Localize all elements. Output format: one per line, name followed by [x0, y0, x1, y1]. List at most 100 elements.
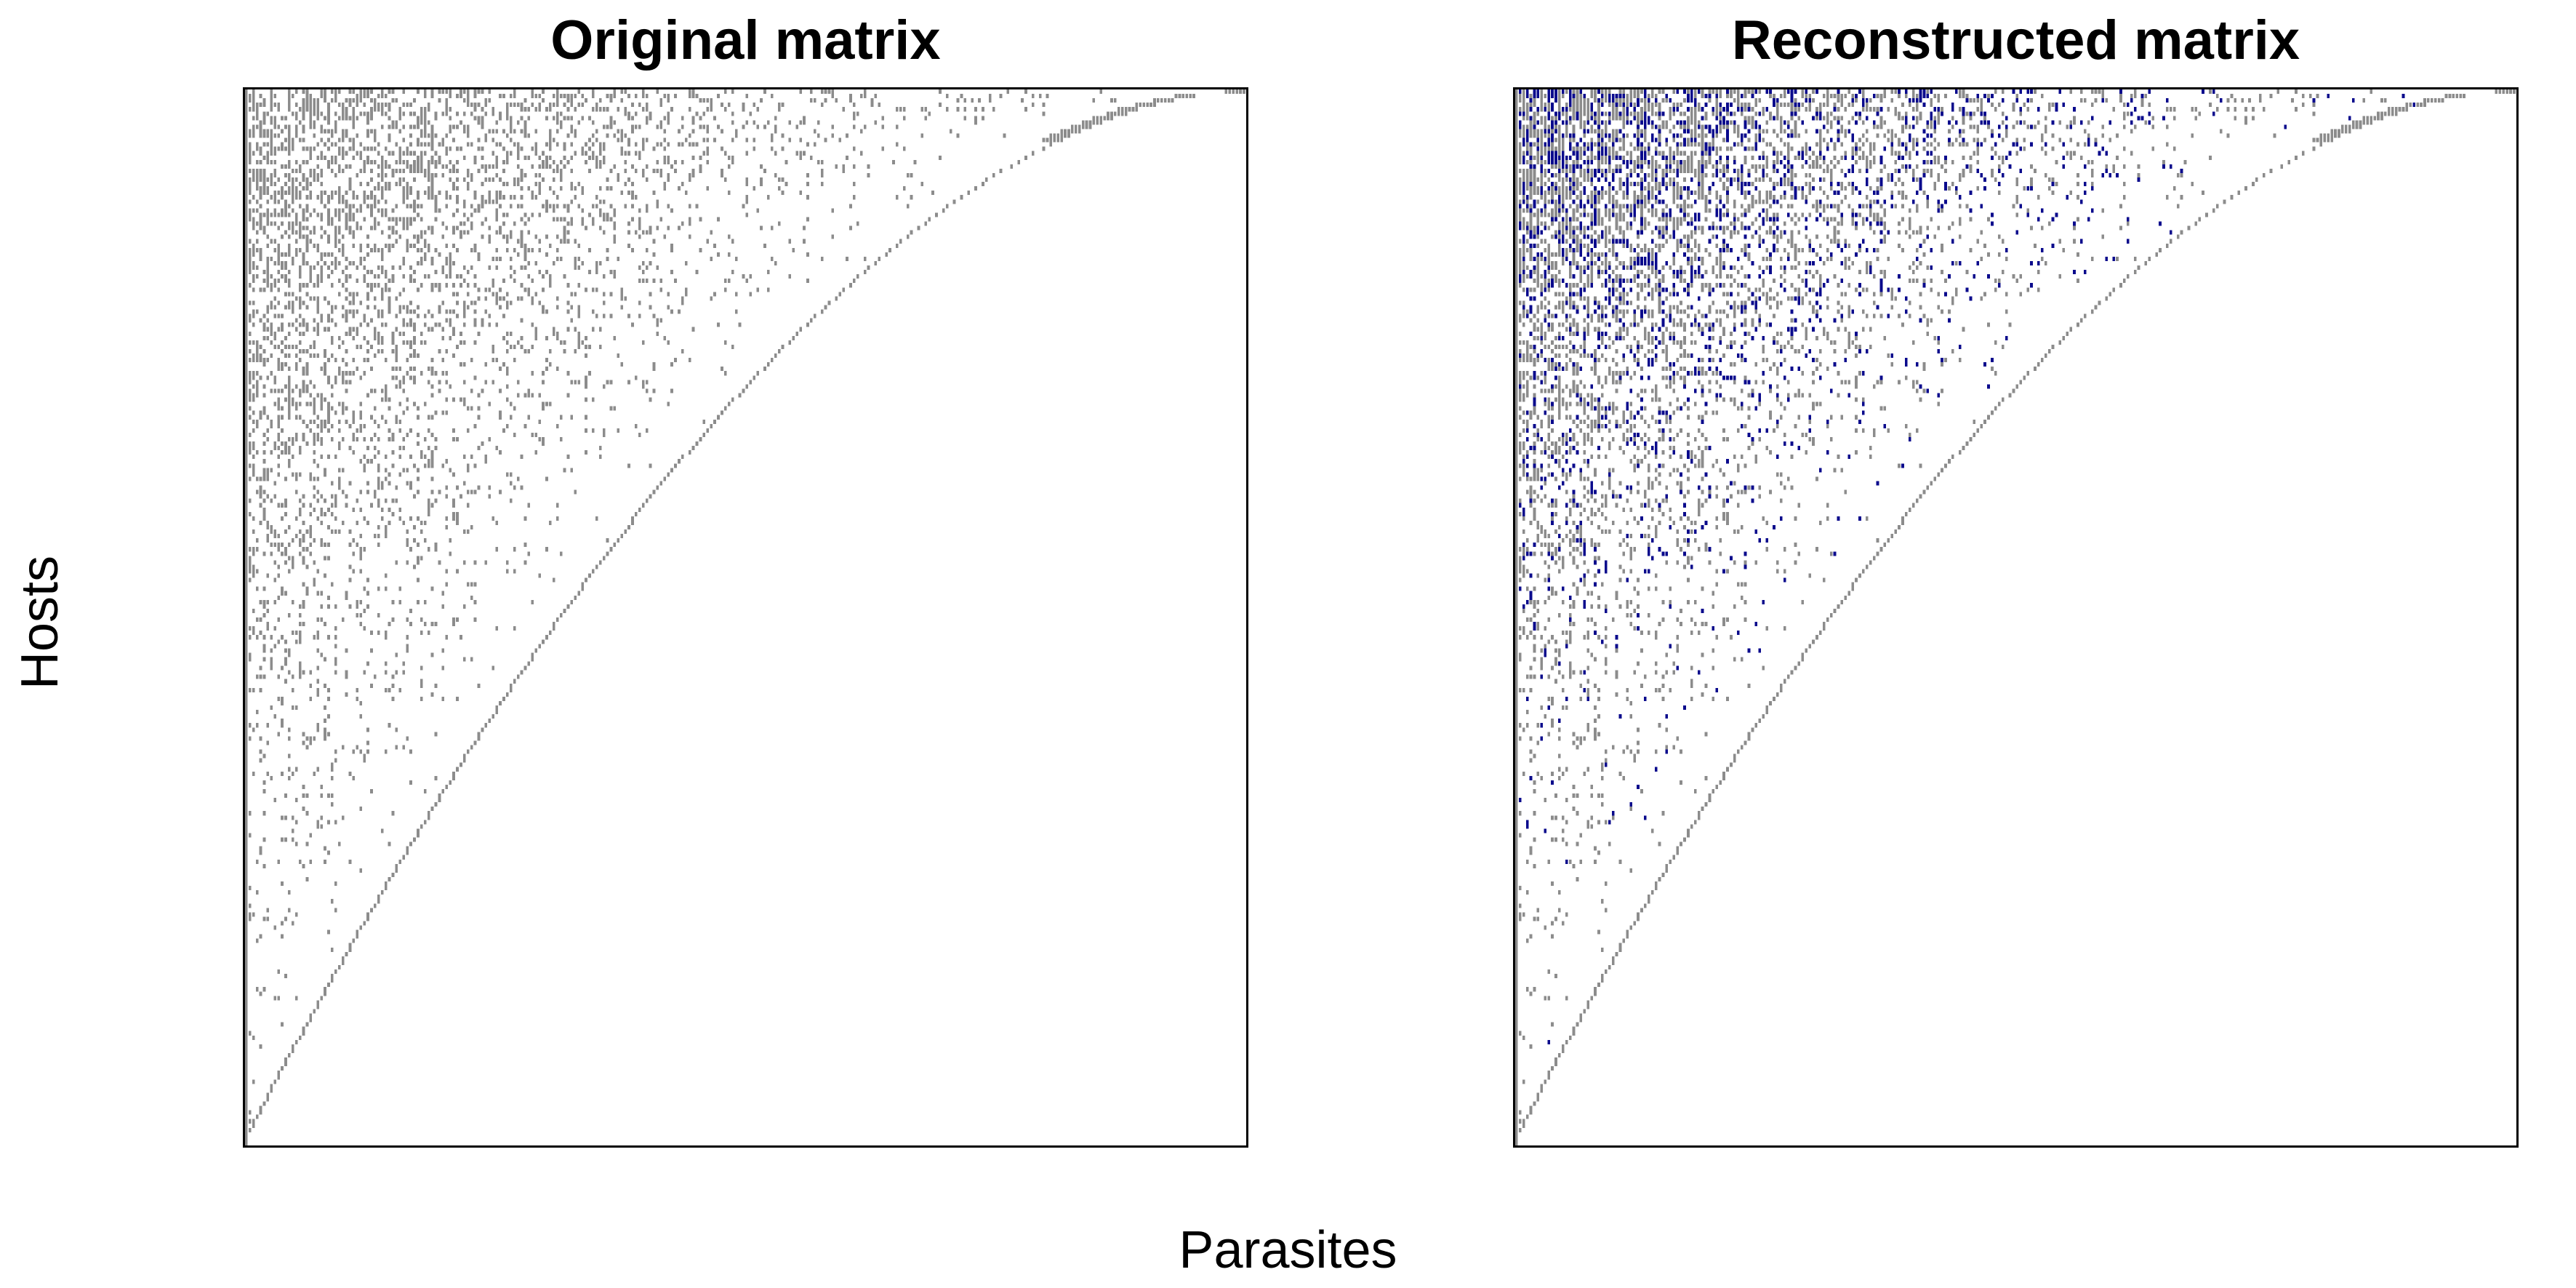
- observed-link-cell: [327, 116, 330, 121]
- observed-link-cell: [294, 631, 298, 636]
- observed-link-cell: [245, 199, 248, 204]
- observed-link-cell: [281, 934, 284, 939]
- observed-link-cell: [534, 260, 538, 265]
- observed-link-cell: [842, 287, 845, 292]
- observed-link-cell: [377, 586, 380, 591]
- observed-link-cell: [527, 551, 531, 556]
- observed-link-cell: [266, 468, 270, 473]
- observed-link-cell: [309, 296, 313, 301]
- observed-link-cell: [420, 283, 423, 288]
- observed-link-cell: [248, 652, 252, 657]
- observed-link-cell: [402, 331, 406, 336]
- observed-link-cell: [395, 353, 398, 359]
- observed-link-cell: [441, 604, 445, 609]
- observed-link-cell: [477, 137, 481, 143]
- observed-link-cell: [531, 279, 534, 284]
- observed-link-cell: [305, 841, 309, 847]
- observed-link-cell: [252, 353, 255, 359]
- observed-link-cell: [1056, 137, 1060, 143]
- observed-link-cell: [820, 89, 824, 95]
- observed-link-cell: [452, 622, 455, 627]
- observed-link-cell: [245, 903, 248, 908]
- observed-link-cell: [1590, 94, 1593, 99]
- observed-link-cell: [370, 683, 373, 688]
- observed-link-cell: [320, 419, 323, 424]
- observed-link-cell: [377, 335, 380, 340]
- observed-link-cell: [555, 204, 559, 209]
- observed-link-cell: [1171, 98, 1174, 103]
- observed-link-cell: [252, 410, 255, 415]
- observed-link-cell: [1758, 129, 1762, 134]
- observed-link-cell: [284, 511, 287, 516]
- observed-link-cell: [523, 155, 527, 160]
- observed-link-cell: [391, 872, 395, 877]
- observed-link-cell: [462, 279, 466, 284]
- observed-link-cell: [305, 247, 309, 252]
- observed-link-cell: [288, 380, 291, 385]
- observed-link-cell: [270, 551, 273, 556]
- observed-link-cell: [509, 230, 513, 235]
- observed-link-cell: [270, 103, 273, 108]
- observed-link-cell: [602, 384, 606, 389]
- observed-link-cell: [1088, 120, 1092, 125]
- observed-link-cell: [388, 305, 391, 310]
- observed-link-cell: [781, 191, 785, 196]
- observed-link-cell: [294, 212, 298, 217]
- observed-link-cell: [1826, 98, 1829, 103]
- observed-link-cell: [1805, 129, 1808, 134]
- observed-link-cell: [456, 767, 459, 772]
- observed-link-cell: [466, 529, 470, 535]
- observed-link-cell: [337, 468, 341, 473]
- observed-link-cell: [266, 1097, 270, 1102]
- observed-link-cell: [2373, 116, 2376, 121]
- observed-link-cell: [552, 622, 555, 627]
- observed-link-cell: [252, 912, 255, 917]
- observed-link-cell: [2133, 124, 2137, 129]
- observed-link-cell: [288, 247, 291, 252]
- observed-link-cell: [270, 212, 273, 217]
- observed-link-cell: [774, 116, 777, 121]
- observed-link-cell: [388, 217, 391, 222]
- observed-link-cell: [924, 221, 928, 226]
- observed-link-cell: [527, 186, 531, 191]
- observed-link-cell: [316, 177, 320, 183]
- observed-link-cell: [255, 353, 259, 359]
- observed-link-cell: [259, 172, 262, 177]
- observed-link-cell: [1898, 111, 1901, 116]
- observed-link-cell: [523, 348, 527, 353]
- observed-link-cell: [1833, 94, 1837, 99]
- observed-link-cell: [363, 423, 366, 428]
- observed-link-cell: [298, 287, 302, 292]
- observed-link-cell: [259, 195, 262, 200]
- observed-link-cell: [245, 1031, 248, 1036]
- observed-link-cell: [402, 151, 406, 156]
- observed-link-cell: [320, 318, 323, 323]
- observed-link-cell: [534, 432, 538, 437]
- observed-link-cell: [456, 569, 459, 574]
- observed-link-cell: [331, 270, 334, 275]
- observed-link-cell: [1515, 124, 1518, 129]
- observed-link-cell: [277, 256, 280, 261]
- observed-link-cell: [427, 507, 430, 512]
- observed-link-cell: [345, 503, 348, 508]
- observed-link-cell: [777, 221, 781, 226]
- observed-link-cell: [380, 124, 384, 129]
- observed-link-cell: [434, 732, 438, 737]
- observed-link-cell: [449, 551, 452, 556]
- observed-link-cell: [320, 815, 323, 820]
- observed-link-cell: [585, 98, 587, 103]
- observed-link-cell: [320, 151, 323, 156]
- observed-link-cell: [273, 344, 277, 349]
- observed-link-cell: [727, 191, 731, 196]
- observed-link-cell: [320, 428, 323, 433]
- observed-link-cell: [298, 635, 302, 640]
- observed-link-cell: [327, 410, 330, 415]
- observed-link-cell: [555, 168, 559, 173]
- observed-link-cell: [245, 991, 248, 996]
- observed-link-cell: [1640, 116, 1643, 121]
- observed-link-cell: [816, 159, 820, 164]
- observed-link-cell: [534, 129, 538, 134]
- observed-link-cell: [316, 498, 320, 503]
- observed-link-cell: [2334, 129, 2337, 134]
- observed-link-cell: [509, 151, 513, 156]
